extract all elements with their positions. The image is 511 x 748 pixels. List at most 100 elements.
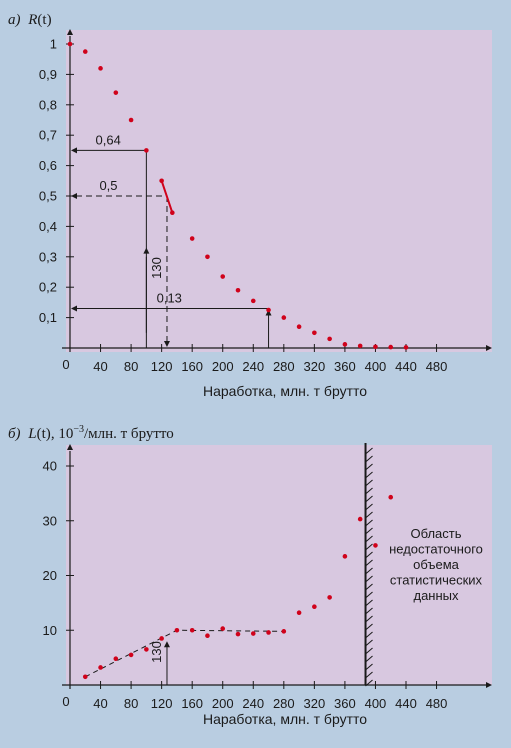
y-tick-label: 1 (50, 37, 57, 52)
x-tick-label: 480 (426, 359, 448, 374)
data-point (113, 90, 119, 95)
data-point (342, 554, 348, 559)
boundary-hatch (365, 479, 373, 487)
data-point (250, 631, 256, 636)
data-point (170, 210, 175, 216)
interval-arrow (163, 641, 170, 648)
chart-b-interval-label: 130 (149, 641, 164, 663)
boundary-hatch (365, 599, 373, 607)
x-tick-label: 240 (242, 359, 264, 374)
y-tick-label: 0,7 (39, 128, 57, 143)
boundary-hatch (365, 671, 373, 679)
boundary-hatch (365, 471, 373, 479)
chart-a: а) R(t) 0 40 80 120 160 200 240 280 320 360 400 440… (8, 12, 492, 399)
x-tick-label: 440 (395, 696, 417, 711)
origin-label: 0 (62, 357, 69, 372)
boundary-hatch (365, 447, 373, 455)
x-tick-label: 360 (334, 696, 356, 711)
region-text-line: объема (413, 557, 460, 572)
drop-arrow (163, 341, 170, 347)
data-point (373, 344, 378, 350)
y-tick-label: 20 (43, 568, 57, 583)
chart-a-plot-area (66, 30, 492, 352)
data-point (357, 516, 363, 522)
data-point (98, 66, 103, 71)
data-point (235, 287, 241, 293)
x-tick-label: 280 (273, 696, 295, 711)
boundary-hatch (365, 511, 373, 519)
data-point (357, 343, 363, 349)
x-tick-label: 40 (93, 696, 107, 711)
annotation-label: 0,64 (96, 132, 121, 147)
boundary-hatch (365, 583, 373, 591)
y-axis-arrow (67, 29, 73, 35)
data-point (189, 236, 195, 241)
x-tick-label: 200 (212, 696, 234, 711)
data-point (220, 274, 226, 279)
drop-arrow (265, 309, 272, 316)
x-tick-label: 400 (365, 359, 387, 374)
y-tick-label: 0,5 (39, 189, 57, 204)
chart-a-ylabel-arg: (t) (37, 12, 51, 28)
data-point (296, 610, 302, 616)
x-tick-label: 240 (242, 696, 264, 711)
data-point (235, 631, 241, 637)
boundary-hatch (365, 519, 373, 527)
x-tick-label: 80 (124, 359, 138, 374)
y-tick-label: 0,2 (39, 280, 57, 295)
x-tick-label: 360 (334, 359, 356, 374)
data-point (205, 633, 210, 639)
data-point (327, 336, 332, 342)
annotation-arrow (71, 305, 77, 312)
data-point (250, 298, 256, 304)
origin-label: 0 (62, 694, 69, 709)
data-point (128, 117, 134, 123)
boundary-hatch (365, 567, 373, 575)
y-tick-label: 0,1 (39, 310, 57, 325)
region-text-line: Область (410, 526, 461, 541)
data-point (388, 494, 394, 500)
boundary-hatch (365, 543, 373, 551)
boundary-hatch (365, 455, 373, 463)
x-tick-label: 160 (181, 696, 203, 711)
chart-b-xlabel: Наработка, млн. т брутто (203, 711, 367, 727)
chart-b: б) L(t), 10−3/млн. т брутто 0 40 80 120 160 2… (8, 424, 492, 727)
region-text-line: статистических (390, 573, 483, 588)
data-point (113, 656, 119, 662)
boundary-hatch (365, 663, 373, 671)
boundary-line (364, 443, 373, 687)
boundary-hatch (365, 463, 373, 471)
chart-b-points (82, 494, 394, 680)
x-tick-label: 200 (212, 359, 234, 374)
y-tick-label: 0,4 (39, 219, 57, 234)
data-point (159, 178, 164, 184)
boundary-hatch (365, 575, 373, 583)
boundary-hatch (365, 495, 373, 503)
region-text-line: недостаточного (389, 542, 483, 557)
data-point (373, 543, 378, 548)
data-point (128, 652, 134, 658)
tangent-segment (160, 180, 174, 214)
data-point (266, 307, 271, 313)
data-point (403, 345, 409, 350)
data-point (144, 148, 149, 153)
annotation-arrow (71, 193, 77, 199)
data-point (296, 324, 302, 330)
boundary-hatch (365, 615, 373, 623)
data-point (388, 344, 394, 350)
x-tick-label: 400 (365, 696, 387, 711)
chart-a-interval-label: 130 (149, 257, 164, 279)
y-axis-arrow (67, 444, 73, 450)
boundary-hatch (365, 623, 373, 631)
chart-b-ylabel-exp: −3 (73, 424, 84, 435)
x-tick-label: 80 (124, 696, 138, 711)
data-point (205, 254, 210, 260)
boundary-hatch (365, 535, 373, 543)
y-tick-label: 0,9 (39, 67, 57, 82)
boundary-hatch (365, 551, 373, 559)
boundary-hatch (365, 559, 373, 567)
data-point (67, 41, 73, 47)
chart-b-ylabel-main: L (27, 426, 36, 442)
data-point (159, 636, 164, 641)
